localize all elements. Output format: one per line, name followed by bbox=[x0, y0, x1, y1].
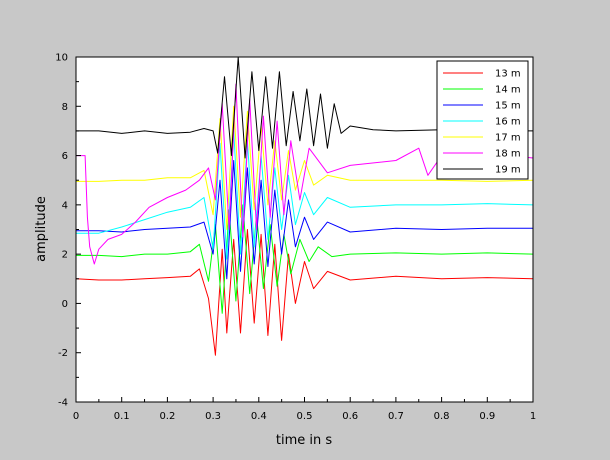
series-line-16-m bbox=[76, 130, 534, 260]
y-axis-label: amplitude bbox=[34, 196, 49, 262]
y-tick-label: 10 bbox=[55, 53, 68, 64]
y-tick-label: 2 bbox=[62, 250, 68, 261]
legend-label: 18 m bbox=[495, 149, 521, 160]
series-group bbox=[75, 56, 534, 356]
y-tick-label: 8 bbox=[62, 102, 68, 113]
y-tick-label: 0 bbox=[62, 299, 68, 310]
x-tick-label: 0.4 bbox=[251, 411, 267, 422]
x-tick-label: 0.5 bbox=[297, 411, 313, 422]
legend-label: 15 m bbox=[495, 101, 521, 112]
y-axis: -4 -2 0 2 4 6 8 10 bbox=[55, 53, 81, 409]
series-line-15-m bbox=[76, 160, 533, 280]
series-line-13-m bbox=[75, 229, 534, 356]
y-tick-label: 4 bbox=[62, 200, 68, 211]
legend-label: 14 m bbox=[495, 85, 521, 96]
x-axis: 0 0.1 0.2 0.3 0.4 0.5 0.6 0.7 0.8 0.9 1 bbox=[73, 397, 536, 422]
y-tick-label: -4 bbox=[58, 398, 68, 409]
legend-box bbox=[436, 60, 529, 180]
legend-label: 13 m bbox=[495, 69, 521, 80]
x-axis-label: time in s bbox=[276, 433, 332, 448]
x-tick-label: 1 bbox=[530, 411, 536, 422]
y-tick-label: -2 bbox=[58, 348, 68, 359]
y-tick-label: 6 bbox=[62, 151, 68, 162]
series-line-19-m bbox=[76, 56, 533, 159]
series-line-17-m bbox=[76, 105, 534, 230]
x-tick-label: 0.3 bbox=[205, 411, 221, 422]
x-tick-label: 0.9 bbox=[479, 411, 495, 422]
legend-label: 19 m bbox=[495, 165, 521, 176]
legend-label: 16 m bbox=[495, 117, 521, 128]
legend: 13 m 14 m 15 m 16 m 17 m 18 m 19 m bbox=[436, 60, 529, 180]
x-tick-label: 0.2 bbox=[159, 411, 175, 422]
x-tick-label: 0.6 bbox=[342, 411, 358, 422]
series-line-18-m bbox=[76, 83, 534, 265]
x-tick-label: 0 bbox=[73, 411, 79, 422]
x-tick-label: 0.7 bbox=[388, 411, 404, 422]
x-tick-label: 0.8 bbox=[434, 411, 450, 422]
x-tick-label: 0.1 bbox=[114, 411, 130, 422]
legend-label: 17 m bbox=[495, 133, 521, 144]
